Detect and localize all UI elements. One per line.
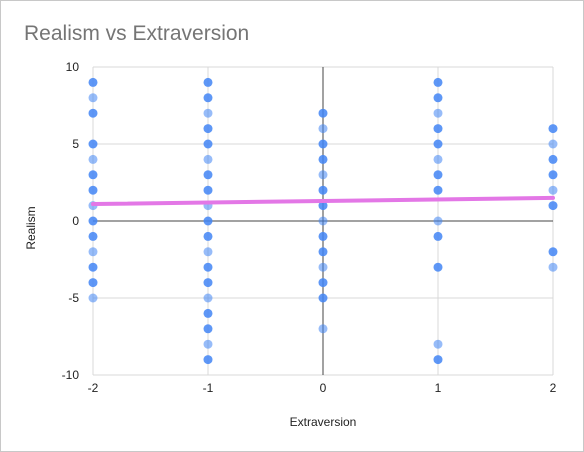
data-point xyxy=(88,108,98,118)
y-tick-label: -5 xyxy=(68,291,79,305)
x-tick-label: 1 xyxy=(435,381,442,395)
data-point xyxy=(203,93,213,103)
data-point xyxy=(318,139,328,149)
data-point xyxy=(433,339,443,349)
data-point xyxy=(203,308,213,318)
data-point xyxy=(203,185,213,195)
data-point xyxy=(318,231,328,241)
data-point xyxy=(88,170,98,180)
chart-title: Realism vs Extraversion xyxy=(24,22,250,45)
data-point xyxy=(548,201,558,211)
data-point xyxy=(88,278,98,288)
data-point xyxy=(203,355,213,365)
data-points xyxy=(88,77,558,365)
data-point xyxy=(548,170,558,180)
data-point xyxy=(88,231,98,241)
data-point xyxy=(548,124,558,134)
data-point xyxy=(433,124,443,134)
y-tick-label: 10 xyxy=(66,60,80,74)
data-point xyxy=(203,247,213,257)
data-point xyxy=(203,216,213,226)
data-point xyxy=(203,154,213,164)
y-axis-label: Realism xyxy=(24,206,38,249)
y-tick-label: -10 xyxy=(62,368,80,382)
data-point xyxy=(318,324,328,334)
data-point xyxy=(548,247,558,257)
x-tick-label: 0 xyxy=(320,381,327,395)
data-point xyxy=(548,139,558,149)
data-point xyxy=(433,77,443,87)
data-point xyxy=(88,293,98,303)
data-point xyxy=(318,201,328,211)
data-point xyxy=(548,262,558,272)
data-point xyxy=(88,77,98,87)
data-point xyxy=(318,247,328,257)
data-point xyxy=(318,154,328,164)
data-point xyxy=(548,154,558,164)
data-point xyxy=(318,124,328,134)
x-tick-label: 2 xyxy=(550,381,557,395)
data-point xyxy=(203,170,213,180)
data-point xyxy=(203,124,213,134)
data-point xyxy=(318,216,328,226)
data-point xyxy=(318,262,328,272)
data-point xyxy=(433,262,443,272)
data-point xyxy=(433,231,443,241)
x-tick-label: -2 xyxy=(88,381,99,395)
data-point xyxy=(433,216,443,226)
data-point xyxy=(203,324,213,334)
data-point xyxy=(318,293,328,303)
data-point xyxy=(318,185,328,195)
data-point xyxy=(433,154,443,164)
data-point xyxy=(203,231,213,241)
x-tick-label: -1 xyxy=(203,381,214,395)
data-point xyxy=(433,170,443,180)
trendline-group xyxy=(91,195,555,207)
data-point xyxy=(88,185,98,195)
data-point xyxy=(433,355,443,365)
x-axis-label: Extraversion xyxy=(290,415,357,429)
data-point xyxy=(433,139,443,149)
data-point xyxy=(548,185,558,195)
data-point xyxy=(88,93,98,103)
data-point xyxy=(88,154,98,164)
data-point xyxy=(433,93,443,103)
data-point xyxy=(88,139,98,149)
data-point xyxy=(203,262,213,272)
data-point xyxy=(203,108,213,118)
data-point xyxy=(433,108,443,118)
data-point xyxy=(203,278,213,288)
data-point xyxy=(433,185,443,195)
data-point xyxy=(203,339,213,349)
data-point xyxy=(318,170,328,180)
data-point xyxy=(203,293,213,303)
data-point xyxy=(88,216,98,226)
data-point xyxy=(203,77,213,87)
trendline xyxy=(91,195,555,207)
data-point xyxy=(88,262,98,272)
y-tick-label: 0 xyxy=(72,214,79,228)
y-tick-label: 5 xyxy=(72,137,79,151)
data-point xyxy=(318,108,328,118)
data-point xyxy=(318,278,328,288)
data-point xyxy=(88,247,98,257)
data-point xyxy=(203,139,213,149)
